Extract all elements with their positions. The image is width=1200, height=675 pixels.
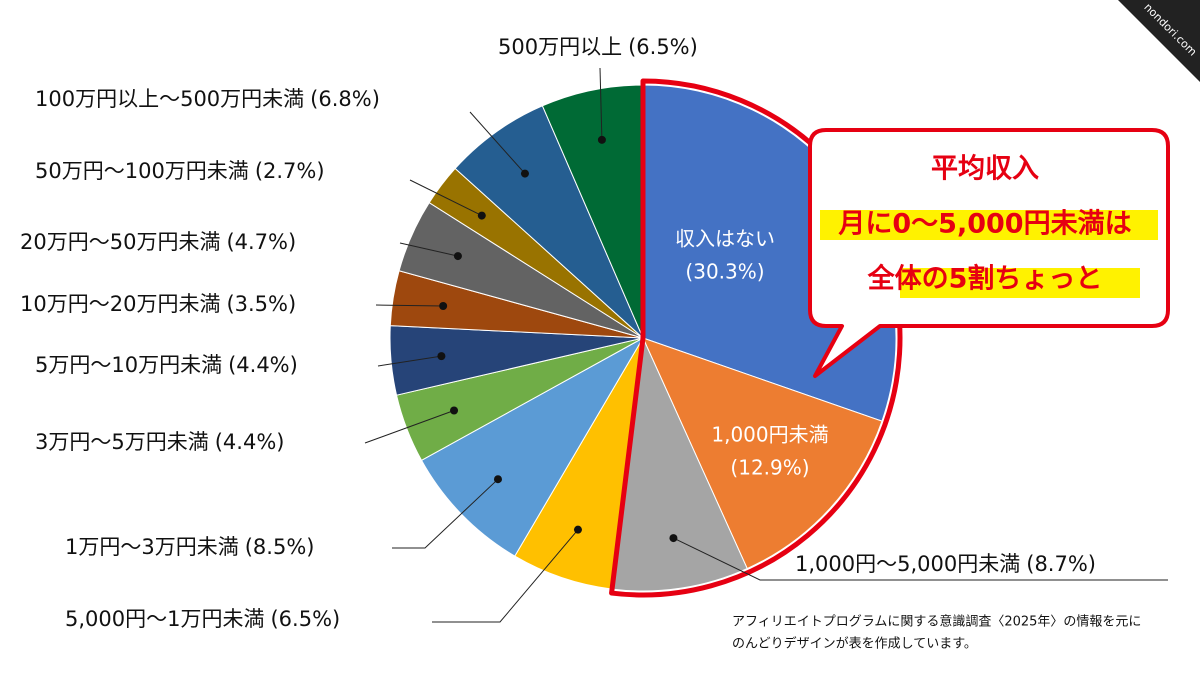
value-label: (3.5%): [226, 292, 296, 316]
leader-dot: [439, 301, 448, 310]
highlight: [820, 210, 1158, 240]
leader-dot: [520, 169, 529, 178]
leader-line: [392, 478, 499, 549]
value-label: (6.8%): [310, 87, 380, 111]
leader-line: [673, 537, 1168, 581]
source-note: アフィリエイトプログラムに関する意識調査〈2025年〉の情報を元に: [732, 614, 1141, 630]
value-label: (6.5%): [628, 35, 698, 59]
value-label: (4.4%): [215, 430, 285, 454]
slice-label: 10万円〜20万円未満 (3.5%): [20, 292, 296, 316]
leader-line: [599, 67, 603, 140]
value-label: (4.7%): [226, 230, 296, 254]
leader-line: [375, 304, 444, 307]
slice-label: 20万円〜50万円未満 (4.7%): [20, 230, 296, 254]
leader-line: [377, 355, 442, 367]
leader-line: [432, 529, 579, 623]
slice-label: 収入はない: [675, 227, 775, 251]
value-label: (6.5%): [270, 607, 340, 631]
callout-text: 月に0〜5,000円未満は: [837, 209, 1131, 240]
category-label: 5万円〜10万円未満: [35, 353, 222, 377]
callout-box: [808, 128, 1170, 378]
pie-slice: [454, 105, 644, 339]
value-label: (8.5%): [245, 535, 315, 559]
slice-label: 5,000円〜1万円未満 (6.5%): [65, 607, 340, 631]
highlight-outline: [609, 78, 903, 598]
watermark-bg: [1118, 0, 1200, 82]
value-label: (4.4%): [228, 353, 298, 377]
leader-dot: [597, 135, 606, 144]
leader-dot: [453, 252, 462, 261]
leader-line: [364, 410, 455, 444]
leader-dot: [437, 352, 446, 361]
leader-dot: [493, 475, 502, 484]
slice-label: 3万円〜5万円未満 (4.4%): [35, 430, 284, 454]
category-label: 20万円〜50万円未満: [20, 230, 220, 254]
leader-dot: [450, 406, 459, 415]
pie-slice: [420, 336, 645, 557]
category-label: 5,000円〜1万円未満: [65, 607, 264, 631]
leader-dot: [477, 211, 486, 220]
leader-dot: [573, 525, 582, 534]
leader-line: [469, 111, 526, 174]
slice-label: 500万円以上 (6.5%): [498, 35, 698, 59]
category-label: 1万円〜3万円未満: [65, 535, 239, 559]
leader-line: [399, 242, 459, 257]
leader-line: [409, 179, 483, 217]
slice-value-label: (30.3%): [685, 260, 764, 284]
value-label: (8.7%): [1026, 552, 1096, 576]
callout-text: 全体の5割ちょっと: [867, 263, 1103, 295]
highlight: [900, 268, 1140, 298]
leader-dot: [669, 534, 678, 543]
category-label: 10万円〜20万円未満: [20, 292, 220, 316]
slice-label: 1,000円未満: [711, 423, 828, 447]
category-label: 3万円〜5万円未満: [35, 430, 209, 454]
slice-label: 1,000円〜5,000円未満 (8.7%): [795, 552, 1096, 576]
slice-value-label: (12.9%): [730, 456, 809, 480]
slice-label: 50万円〜100万円未満 (2.7%): [35, 159, 325, 183]
category-label: 50万円〜100万円未満: [35, 159, 249, 183]
slice-label: 1万円〜3万円未満 (8.5%): [65, 535, 314, 559]
source-note: のんどりデザインが表を作成しています。: [732, 636, 977, 652]
slice-label: 100万円以上〜500万円未満 (6.8%): [35, 87, 380, 111]
category-label: 500万円以上: [498, 35, 622, 59]
category-label: 100万円以上〜500万円未満: [35, 87, 304, 111]
pie-slice: [642, 337, 883, 570]
callout-text: 平均収入: [931, 154, 1039, 185]
slice-label: 5万円〜10万円未満 (4.4%): [35, 353, 298, 377]
category-label: 1,000円〜5,000円未満: [795, 552, 1020, 576]
value-label: (2.7%): [255, 159, 325, 183]
